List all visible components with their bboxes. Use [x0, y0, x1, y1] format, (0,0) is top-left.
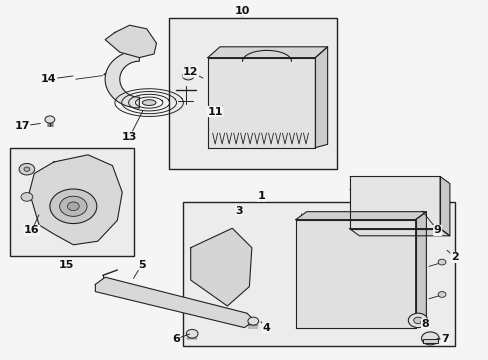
- Text: 2: 2: [450, 252, 458, 262]
- Text: 16: 16: [24, 225, 40, 235]
- Polygon shape: [415, 212, 426, 328]
- Polygon shape: [207, 47, 327, 58]
- Circle shape: [50, 189, 97, 224]
- Bar: [183, 202, 454, 346]
- Circle shape: [24, 167, 30, 171]
- Polygon shape: [422, 339, 437, 343]
- Text: 15: 15: [58, 260, 74, 270]
- Text: 9: 9: [433, 225, 441, 235]
- Circle shape: [186, 329, 198, 338]
- Text: 17: 17: [14, 121, 30, 131]
- Circle shape: [247, 317, 258, 325]
- Polygon shape: [295, 220, 415, 328]
- Text: 14: 14: [41, 74, 57, 84]
- Circle shape: [437, 259, 445, 265]
- Circle shape: [45, 116, 55, 123]
- Polygon shape: [315, 47, 327, 148]
- Polygon shape: [105, 50, 139, 108]
- Circle shape: [413, 317, 422, 324]
- Bar: [168, 18, 337, 169]
- Text: 12: 12: [183, 67, 198, 77]
- Text: 5: 5: [138, 260, 145, 270]
- Bar: [10, 148, 134, 256]
- Polygon shape: [190, 228, 251, 306]
- Circle shape: [437, 292, 445, 297]
- Text: 1: 1: [257, 191, 265, 201]
- Polygon shape: [439, 176, 449, 236]
- Polygon shape: [349, 176, 439, 229]
- Text: 4: 4: [262, 323, 270, 333]
- Circle shape: [19, 163, 35, 175]
- Text: 8: 8: [421, 319, 428, 329]
- Circle shape: [60, 196, 87, 216]
- Polygon shape: [295, 212, 426, 220]
- Text: 7: 7: [440, 334, 448, 344]
- Polygon shape: [105, 25, 156, 58]
- Polygon shape: [29, 155, 122, 245]
- Circle shape: [182, 71, 194, 80]
- Circle shape: [407, 313, 427, 328]
- Text: 13: 13: [122, 132, 137, 142]
- Polygon shape: [349, 229, 449, 236]
- Circle shape: [67, 202, 79, 211]
- Ellipse shape: [142, 100, 156, 105]
- Circle shape: [421, 332, 438, 345]
- Text: 6: 6: [172, 334, 180, 344]
- Text: 11: 11: [207, 107, 223, 117]
- Circle shape: [21, 193, 33, 201]
- Text: 10: 10: [234, 6, 249, 16]
- Polygon shape: [207, 58, 315, 148]
- Polygon shape: [95, 277, 254, 328]
- Text: 3: 3: [235, 206, 243, 216]
